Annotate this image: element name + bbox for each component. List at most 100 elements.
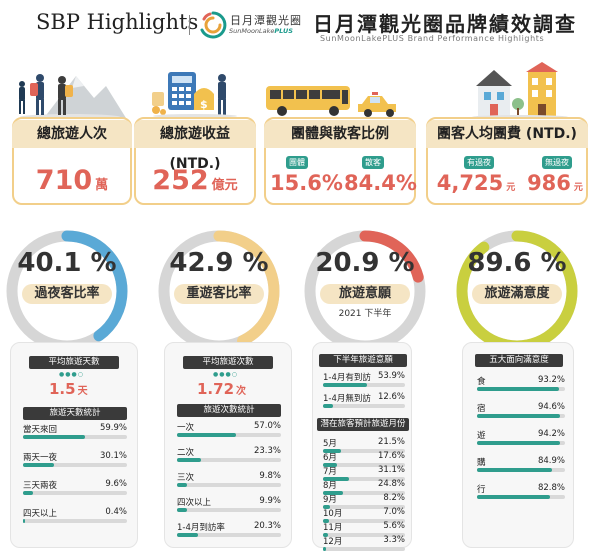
stat-row-label: 一次 [177, 423, 195, 433]
kpi-card-label: 總旅遊收益 (NTD.) [160, 126, 230, 172]
gauge-subtitle: 2021 下半年 [338, 309, 392, 319]
logo-english-text: SunMoonLakePLUS [229, 27, 293, 35]
gauge-percentage: 40.1 % [17, 248, 117, 278]
panel-travel-intention: 下半年旅遊意願 1-4月有到訪 53.9% 1-4月無到訪 12.6% 潛在旅客預計旅… [312, 342, 412, 551]
stat-bar-fill [323, 383, 368, 387]
stat-row-percentage: 8.2% [383, 493, 405, 503]
stat-bar-track [477, 441, 565, 445]
stat-bar-fill [23, 491, 33, 495]
page-title: 日月潭觀光圈品牌績效調查 [313, 12, 577, 36]
stat-row-label: 1-4月到訪率 [177, 523, 225, 533]
kpi-card-value: 710 萬 [35, 165, 109, 196]
gauge-label: 重遊客比率 [174, 284, 264, 304]
stat-row-percentage: 9.9% [259, 496, 281, 506]
stat-row: 8月 24.8% [323, 479, 405, 499]
stat-bar-fill [323, 533, 328, 537]
stat-row-label: 1-4月無到訪 [323, 394, 371, 404]
stat-row-label: 二次 [177, 448, 195, 458]
stat-row-label: 7月 [323, 467, 337, 477]
stat-row: 四天以上 0.4% [23, 507, 127, 527]
stat-bar-fill [323, 547, 326, 551]
stat-row: 6月 17.6% [323, 451, 405, 471]
stat-row-label: 四天以上 [23, 509, 58, 519]
group-ratio-value: 15.6% [270, 171, 343, 195]
stat-row: 7月 31.1% [323, 465, 405, 485]
stat-row: 11月 5.6% [323, 521, 405, 541]
page-subtitle: SunMoonLakePLUS Brand Performance Highli… [320, 34, 545, 43]
gauge-repeat-visitor-ratio: 42.9 % 重遊客比率 [156, 228, 282, 354]
stat-row-percentage: 53.9% [377, 371, 405, 381]
stat-row-percentage: 9.8% [259, 471, 281, 481]
stat-bar-fill [177, 483, 188, 487]
stat-row-label: 11月 [323, 523, 343, 533]
intention-title: 下半年旅遊意願 [319, 354, 407, 367]
stat-row: 5月 21.5% [323, 437, 405, 457]
stat-bar-fill [323, 491, 344, 495]
independent-tag: 散客 [362, 156, 384, 169]
stat-row: 當天來回 59.9% [23, 423, 127, 443]
brand-title: SBP Highlights [36, 10, 199, 34]
kpi-card-header-band [134, 120, 256, 148]
stat-bar-track [323, 404, 405, 408]
stat-row: 1-4月無到訪 12.6% [323, 392, 405, 412]
avg-days-value: 1.5 天 [49, 380, 88, 398]
satisfaction-aspects-title: 五大面向滿意度 [475, 354, 563, 367]
stat-row-percentage: 23.3% [253, 446, 281, 456]
pager-dots-icon: ●●●○ [59, 371, 84, 378]
stat-row-percentage: 3.3% [383, 535, 405, 545]
stat-bar-fill [477, 441, 560, 445]
stat-row: 一次 57.0% [177, 421, 281, 441]
kpi-card-total-visitors: 總旅遊人次 710 萬 [12, 117, 132, 205]
stat-bar-fill [477, 468, 552, 472]
stat-bar-track [323, 547, 405, 551]
stat-bar-fill [323, 404, 334, 408]
stat-bar-fill [323, 477, 349, 481]
stat-bar-track [323, 533, 405, 537]
stat-row: 宿 94.6% [477, 402, 565, 422]
stat-bar-track [23, 463, 127, 467]
stat-row-percentage: 21.5% [377, 437, 405, 447]
stat-bar-fill [477, 387, 560, 391]
brand-divider [189, 15, 190, 35]
stat-row: 行 82.8% [477, 483, 565, 503]
kpi-card-value: 252 億元 [152, 165, 238, 196]
stat-row-percentage: 7.0% [383, 507, 405, 517]
stat-bar-track [323, 505, 405, 509]
day-trip-fee-value: 986 元 [527, 171, 583, 195]
stat-bar-fill [177, 433, 237, 437]
panel-travel-frequency: 平均旅遊次數 ●●●○ 1.72 次 旅遊次數統計 一次 57.0% 二次 23.3% 三… [164, 342, 292, 548]
stat-row-label: 5月 [323, 439, 337, 449]
stat-bar-track [323, 463, 405, 467]
stat-bar-track [177, 533, 281, 537]
gauge-percentage: 42.9 % [169, 248, 269, 278]
logo-chinese-text: 日月潭觀光圈 [230, 14, 302, 27]
stat-row-label: 宿 [477, 404, 486, 414]
stat-bar-fill [177, 508, 188, 512]
kpi-card-header-band [12, 120, 132, 148]
stat-bar-fill [177, 458, 202, 462]
stat-row: 10月 7.0% [323, 507, 405, 527]
days-stats-title: 旅遊天數統計 [23, 407, 127, 420]
svg-text:$: $ [200, 98, 208, 111]
stat-bar-fill [323, 449, 341, 453]
stat-row-percentage: 94.2% [537, 429, 565, 439]
stat-row-label: 9月 [323, 495, 337, 505]
money-calculator-illustration-icon: $ [152, 72, 237, 118]
stat-row: 遊 94.2% [477, 429, 565, 449]
stat-row: 兩天一夜 30.1% [23, 451, 127, 471]
gauge-percentage: 20.9 % [315, 248, 415, 278]
stat-bar-track [323, 477, 405, 481]
overnight-fee-value: 4,725 元 [436, 171, 516, 195]
stat-row-percentage: 84.9% [537, 456, 565, 466]
stat-bar-track [323, 383, 405, 387]
stat-bar-track [177, 458, 281, 462]
kpi-card-group-per-capita-fee: 團客人均團費 (NTD.) 有過夜 無過夜 4,725 元 986 元 [426, 117, 588, 205]
stat-row-label: 12月 [323, 537, 343, 547]
stat-bar-track [323, 491, 405, 495]
stat-row-label: 兩天一夜 [23, 453, 58, 463]
independent-ratio-value: 84.4% [344, 171, 417, 195]
stat-row: 9月 8.2% [323, 493, 405, 513]
stat-bar-track [23, 435, 127, 439]
kpi-card-label: 團客人均團費 (NTD.) [437, 126, 577, 142]
avg-frequency-title: 平均旅遊次數 [183, 356, 273, 369]
